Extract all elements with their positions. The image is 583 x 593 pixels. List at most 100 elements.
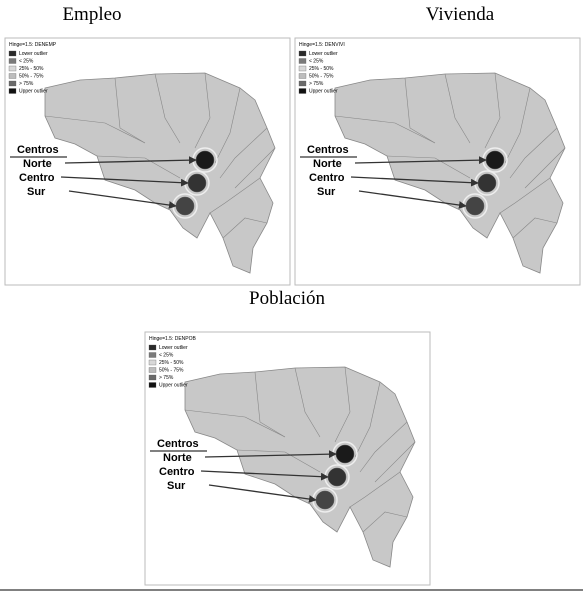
center-area xyxy=(327,467,347,487)
legend-item: 50% - 75% xyxy=(309,74,334,80)
legend-item: Upper outlier xyxy=(159,383,188,389)
center-area xyxy=(315,490,335,510)
district-border xyxy=(194,72,211,149)
district-border xyxy=(234,147,276,189)
legend-swatch xyxy=(148,367,157,373)
legend-item: < 25% xyxy=(309,59,324,65)
legend-swatch xyxy=(8,73,17,79)
annotation-arrow xyxy=(60,176,189,187)
legend-item: Lower outlier xyxy=(309,51,338,57)
district-border xyxy=(236,449,321,473)
district-border xyxy=(294,367,321,438)
annotation: Centros xyxy=(157,438,199,450)
district-border xyxy=(444,73,471,144)
legend-title: Hinge=1.5: DENVIVI xyxy=(299,42,345,48)
district-border xyxy=(524,147,566,189)
annotation-arrow xyxy=(208,484,317,503)
district-border xyxy=(512,217,558,239)
district-border xyxy=(504,87,531,164)
annotation: Norte xyxy=(23,158,52,170)
map-panel: Hinge=1.5: DENPOB Lower outlier < 25%25% -… xyxy=(144,331,431,586)
district-border xyxy=(254,371,286,438)
district-border xyxy=(359,421,408,473)
district-border xyxy=(354,381,381,458)
legend-item: < 25% xyxy=(159,353,174,359)
annotation: Norte xyxy=(313,158,342,170)
legend-title: Hinge=1.5: DENPOB xyxy=(149,336,196,342)
district-border xyxy=(386,155,471,179)
panel-title: Vivienda xyxy=(426,4,495,25)
annotation-arrow xyxy=(350,176,479,187)
legend-swatch xyxy=(8,50,17,57)
annotation: Centros xyxy=(307,144,349,156)
legend-swatch xyxy=(8,65,17,72)
legend-swatch xyxy=(298,58,307,64)
legend-item: > 75% xyxy=(19,81,34,87)
map-panel: Hinge=1.5: DENVIVI Lower outlier < 25%25% … xyxy=(294,37,581,286)
legend-item: < 25% xyxy=(19,59,34,65)
district-border xyxy=(509,127,558,179)
legend-swatch xyxy=(148,374,157,381)
district-border xyxy=(96,155,181,179)
legend-item: 25% - 50% xyxy=(159,360,184,366)
district-border xyxy=(154,73,181,144)
annotation-arrow xyxy=(64,156,197,165)
district-border xyxy=(404,77,436,144)
center-area xyxy=(175,196,195,216)
legend-swatch xyxy=(8,88,17,94)
panel-title: Población xyxy=(249,288,325,309)
district-border xyxy=(184,409,286,438)
legend-swatch xyxy=(298,65,307,72)
annotation-arrow xyxy=(358,190,467,209)
annotation-arrow xyxy=(200,470,329,481)
legend-item: > 75% xyxy=(309,81,324,87)
district-border xyxy=(222,217,268,239)
legend-swatch xyxy=(148,352,157,358)
annotation: Centros xyxy=(17,144,59,156)
district-border xyxy=(374,441,416,483)
district-border xyxy=(44,115,146,144)
map-panel: Hinge=1.5: DENEMP Lower outlier < 25%25% -… xyxy=(4,37,291,286)
annotation: Sur xyxy=(27,186,46,198)
annotation: Sur xyxy=(317,186,336,198)
district-border xyxy=(362,511,408,533)
center-area xyxy=(485,150,505,170)
district-border xyxy=(214,87,241,164)
annotation: Centro xyxy=(309,172,345,184)
district-border xyxy=(209,177,261,214)
district-border xyxy=(114,77,146,144)
legend-item: 50% - 75% xyxy=(159,368,184,374)
legend-item: 50% - 75% xyxy=(19,74,44,80)
legend-item: Upper outlier xyxy=(19,89,48,95)
district-border xyxy=(219,127,268,179)
annotation: Centro xyxy=(159,466,195,478)
annotation: Norte xyxy=(163,452,192,464)
district-border xyxy=(334,115,436,144)
legend-title: Hinge=1.5: DENEMP xyxy=(9,42,57,48)
legend-swatch xyxy=(148,359,157,366)
legend-swatch xyxy=(148,382,157,388)
annotation: Centro xyxy=(19,172,55,184)
legend-item: > 75% xyxy=(159,375,174,381)
legend-swatch xyxy=(298,73,307,79)
legend-swatch xyxy=(298,50,307,57)
annotation: Sur xyxy=(167,480,186,492)
district-border xyxy=(334,366,351,443)
district-border xyxy=(484,72,501,149)
center-area xyxy=(465,196,485,216)
annotation-arrow xyxy=(68,190,177,209)
district-border xyxy=(499,177,551,214)
legend-item: 25% - 50% xyxy=(309,66,334,72)
legend-swatch xyxy=(298,80,307,87)
legend-item: Lower outlier xyxy=(19,51,48,57)
center-area xyxy=(195,150,215,170)
legend-item: 25% - 50% xyxy=(19,66,44,72)
legend-swatch xyxy=(8,80,17,87)
annotation-arrow xyxy=(204,450,337,459)
center-area xyxy=(187,173,207,193)
legend-swatch xyxy=(298,88,307,94)
district-border xyxy=(349,471,401,508)
legend-swatch xyxy=(8,58,17,64)
annotation-arrow xyxy=(354,156,487,165)
